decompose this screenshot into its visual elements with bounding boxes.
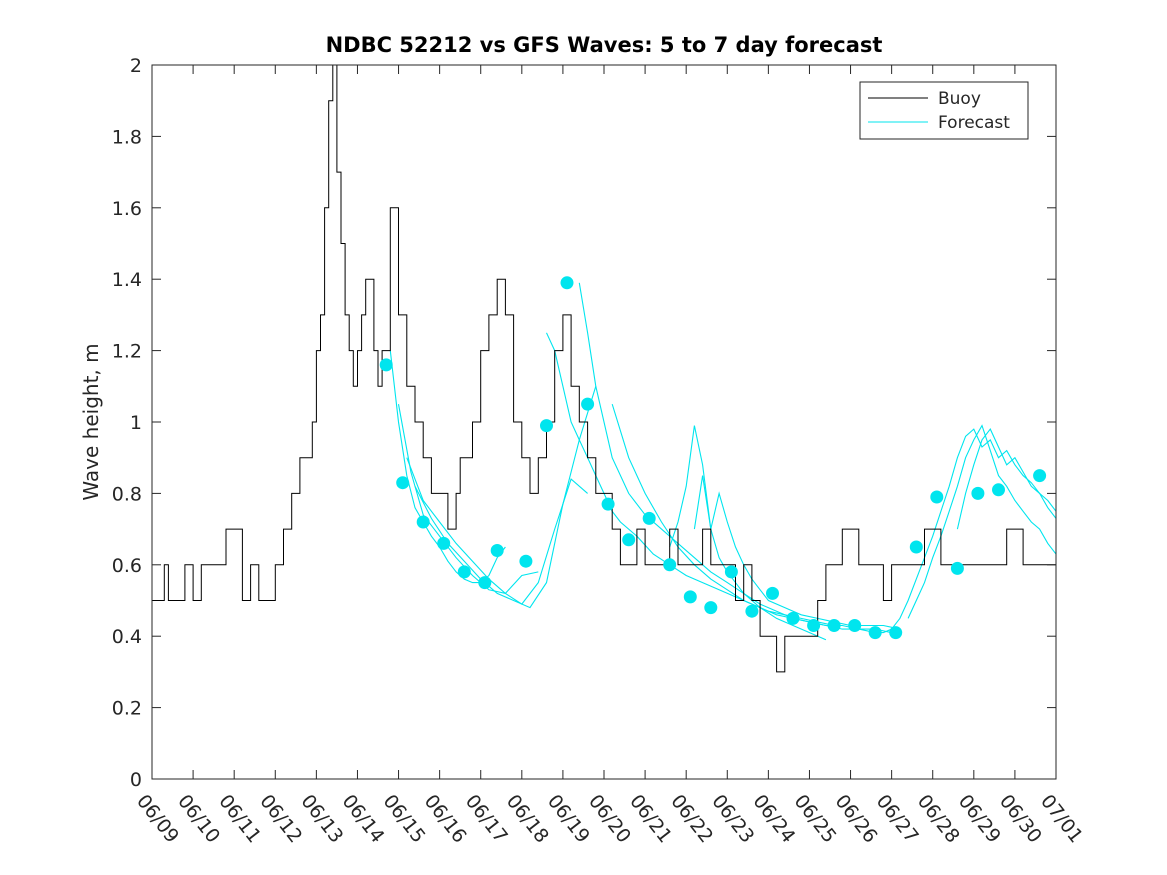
y-tick-label: 1.6 — [112, 198, 142, 220]
forecast-marker — [437, 536, 451, 550]
plot-area — [152, 64, 1057, 673]
forecast-marker — [663, 558, 677, 572]
forecast-marker — [786, 611, 800, 625]
forecast-line-5 — [546, 332, 835, 627]
forecast-marker — [683, 590, 697, 604]
y-tick-label: 1.4 — [112, 269, 142, 291]
y-tick-label: 1.2 — [112, 341, 142, 363]
forecast-marker — [766, 586, 779, 600]
forecast-marker — [478, 576, 492, 590]
forecast-marker — [519, 554, 533, 568]
y-tick-label: 0.8 — [112, 483, 142, 505]
forecast-marker — [540, 419, 553, 433]
forecast-marker — [930, 490, 944, 504]
forecast-line-7 — [611, 403, 827, 641]
y-tick-label: 0 — [130, 769, 142, 791]
forecast-line-10 — [875, 428, 1057, 634]
forecast-marker — [950, 561, 964, 575]
y-tick-label: 0.4 — [112, 626, 142, 648]
forecast-marker — [827, 619, 841, 632]
y-tick-label: 2 — [130, 55, 142, 77]
chart-title: NDBC 52212 vs GFS Waves: 5 to 7 day fore… — [326, 33, 883, 57]
forecast-marker — [724, 565, 738, 579]
forecast-line-3 — [406, 457, 588, 605]
forecast-marker — [490, 544, 504, 557]
legend-box — [859, 81, 1029, 140]
forecast-marker — [396, 476, 410, 490]
forecast-line-12 — [956, 428, 1057, 530]
forecast-marker — [416, 515, 430, 529]
forecast-marker — [704, 601, 718, 615]
forecast-marker — [889, 626, 903, 640]
forecast-marker — [642, 511, 656, 525]
forecast-marker — [868, 626, 882, 640]
forecast-marker — [457, 565, 471, 579]
legend-forecast-label: Forecast — [938, 113, 1010, 133]
forecast-marker — [848, 619, 862, 632]
y-tick-label: 1 — [130, 412, 142, 434]
forecast-marker — [971, 486, 985, 500]
forecast-marker — [1033, 469, 1047, 483]
legend-buoy-label: Buoy — [938, 89, 981, 109]
forecast-marker — [807, 619, 821, 632]
buoy-line — [152, 64, 1056, 673]
y-tick-label: 0.2 — [112, 698, 142, 720]
forecast-marker — [745, 604, 759, 618]
legend: Buoy Forecast — [859, 81, 1029, 140]
forecast-marker — [622, 533, 636, 547]
forecast-line-11 — [907, 424, 1057, 619]
forecast-marker — [560, 276, 574, 290]
y-tick-label: 1.8 — [112, 126, 142, 148]
forecast-marker — [601, 497, 615, 511]
forecast-marker — [909, 540, 923, 554]
forecast-marker — [992, 483, 1005, 497]
forecast-marker — [581, 397, 595, 411]
y-tick-label: 0.6 — [112, 555, 142, 577]
y-axis-label: Wave height, m — [79, 343, 103, 500]
forecast-marker — [379, 358, 393, 372]
